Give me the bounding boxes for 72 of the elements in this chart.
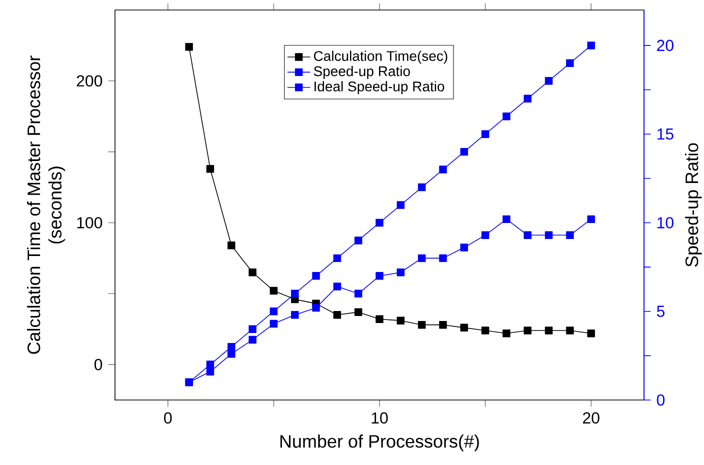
point: [544, 326, 553, 334]
point: [460, 148, 468, 156]
point: [396, 316, 405, 324]
point: [376, 315, 384, 324]
point: [396, 268, 405, 276]
point: [376, 272, 384, 280]
point: [206, 164, 214, 173]
y-axis-title: Calculation Time of Master Processor (seconds): [27, 56, 66, 354]
y-tick-label: 100: [77, 217, 102, 228]
x-tick-label: 0: [164, 412, 172, 424]
point: [481, 130, 490, 138]
legend-label: Speed-up Ratio: [314, 66, 410, 79]
point: [524, 94, 532, 102]
point: [312, 272, 320, 280]
point: [566, 59, 574, 68]
point: [270, 286, 278, 295]
y-tick-label: 200: [76, 75, 102, 87]
legend-label: Calculation Time(sec): [314, 50, 448, 64]
y2-tick-label: 20: [657, 40, 674, 52]
point: [376, 218, 384, 227]
point: [460, 324, 468, 332]
point: [206, 360, 214, 368]
point: [228, 350, 236, 358]
point: [248, 268, 256, 276]
x-tick-label: 10: [372, 412, 388, 424]
point: [566, 326, 574, 334]
y2-tick-label: 10: [657, 217, 674, 228]
y2-tick-label: 5: [656, 306, 664, 317]
point: [185, 43, 193, 51]
y2-tick-label: 0: [656, 394, 665, 406]
point: [587, 215, 595, 224]
point: [354, 308, 362, 316]
point: [439, 254, 447, 262]
y2-tick-label: 15: [657, 128, 674, 140]
y2-axis-title: Speed-up Ratio: [684, 143, 702, 267]
point: [228, 242, 236, 250]
point: [460, 244, 468, 252]
point: [587, 42, 595, 50]
point: [248, 325, 256, 333]
point: [333, 311, 342, 319]
point: [524, 231, 532, 240]
y-tick-label: 0: [94, 358, 102, 370]
point: [502, 112, 510, 120]
point: [502, 329, 510, 338]
point: [354, 236, 362, 244]
point: [418, 183, 426, 192]
point: [333, 282, 342, 290]
point: [439, 320, 447, 329]
point: [544, 231, 553, 240]
point: [333, 254, 342, 262]
point: [439, 166, 447, 174]
point: [312, 304, 320, 312]
point: [566, 231, 574, 240]
point: [228, 342, 236, 351]
legend-label: Ideal Speed-up Ratio: [314, 81, 444, 94]
point: [502, 215, 510, 224]
point: [290, 311, 299, 319]
point: [248, 336, 256, 344]
x-tick-label: 20: [582, 412, 600, 424]
x-axis-title: Number of Processors(#): [280, 434, 479, 452]
point: [354, 290, 362, 298]
point: [290, 290, 299, 298]
point: [481, 231, 490, 240]
point: [396, 201, 405, 209]
point: [544, 77, 553, 85]
point: [418, 254, 426, 262]
point: [270, 320, 278, 328]
point: [481, 326, 490, 334]
point: [524, 326, 532, 334]
point: [587, 329, 595, 338]
point: [418, 320, 426, 329]
point: [270, 308, 278, 316]
